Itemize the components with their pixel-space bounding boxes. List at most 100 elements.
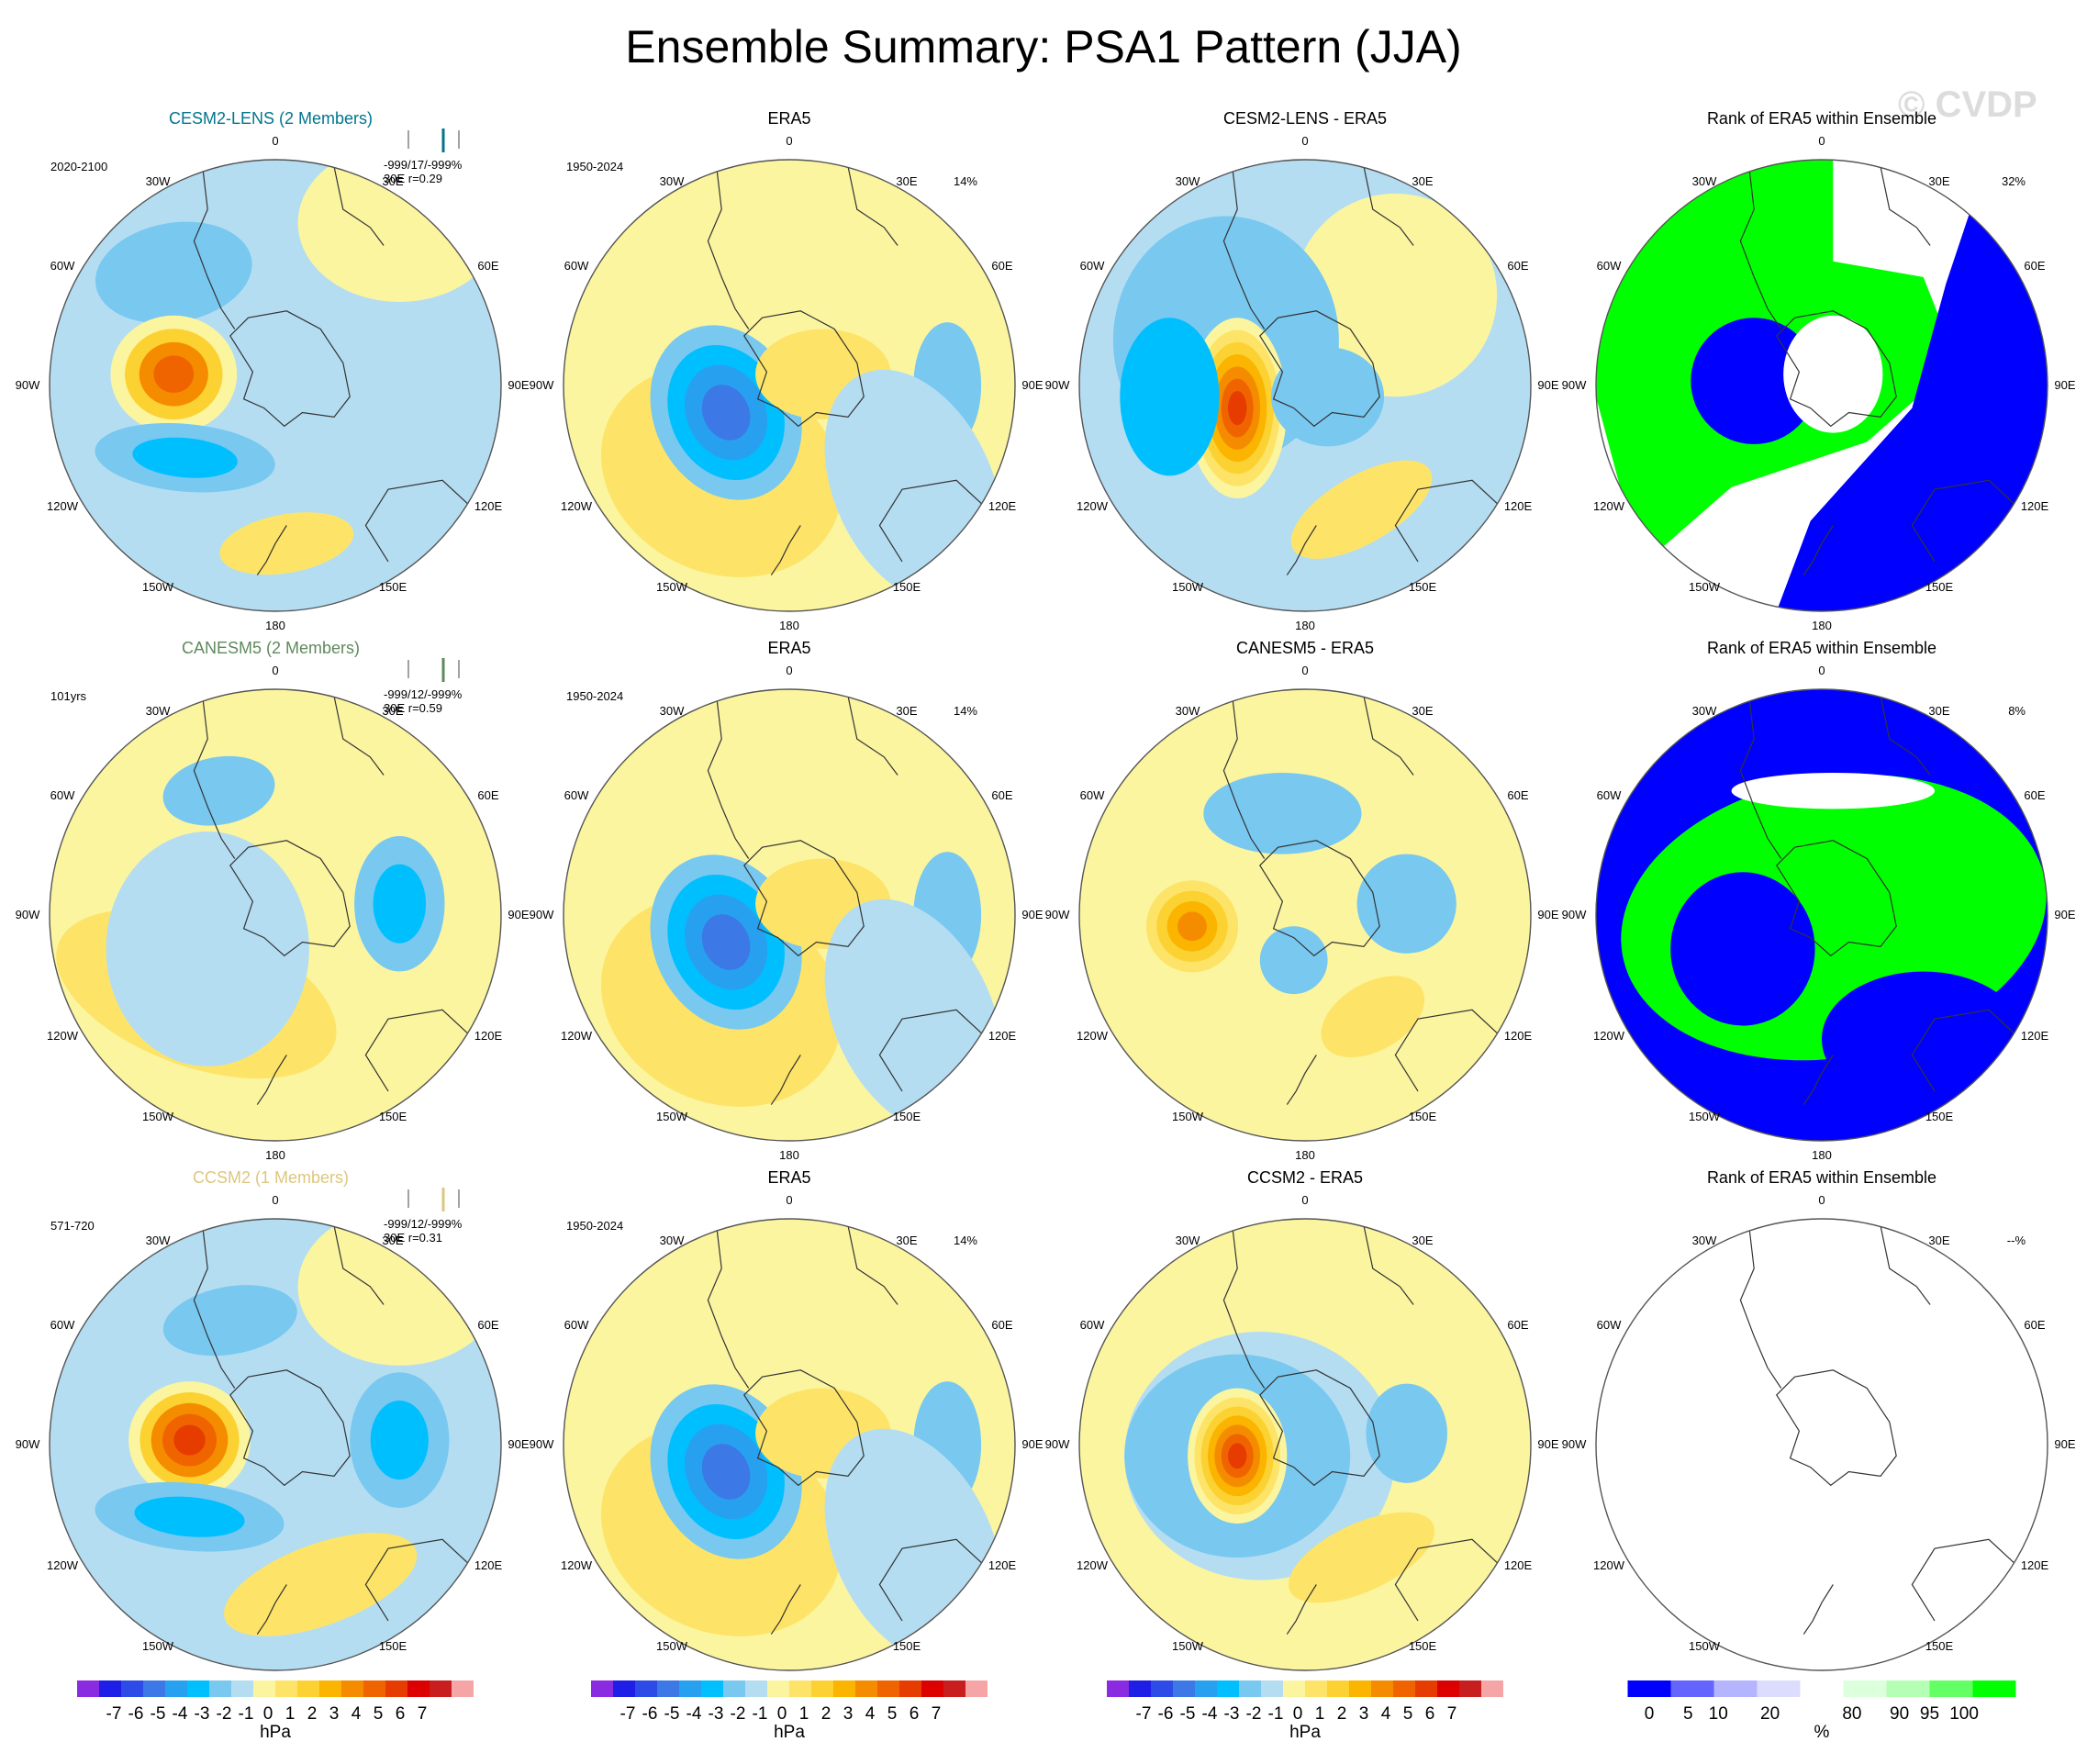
lon-label: 30E bbox=[896, 704, 917, 718]
colorbar-unit: hPa bbox=[1289, 1723, 1321, 1742]
colorbar-tick: 20 bbox=[1760, 1704, 1780, 1724]
colorbar-swatch bbox=[943, 1680, 965, 1697]
obs-title: ERA5 bbox=[767, 639, 810, 657]
colorbar-tick: -1 bbox=[239, 1704, 254, 1724]
cvdp-watermark: © CVDP bbox=[1898, 84, 2037, 125]
colorbar-tick: 6 bbox=[910, 1704, 920, 1724]
colorbar-swatch bbox=[723, 1680, 745, 1697]
model-correlation: 30E r=0.29 bbox=[384, 172, 442, 185]
lon-label: 30W bbox=[660, 1234, 685, 1247]
rank-background bbox=[1596, 1219, 2048, 1670]
colorbar-tick: 0 bbox=[263, 1704, 273, 1724]
colorbar-swatch bbox=[745, 1680, 767, 1697]
contour-band bbox=[1290, 460, 1433, 559]
colorbar-swatch bbox=[121, 1680, 143, 1697]
map-field bbox=[564, 689, 1015, 1141]
colorbar-swatch bbox=[1371, 1680, 1393, 1697]
lon-label: 150W bbox=[142, 580, 174, 594]
colorbar-tick: -5 bbox=[664, 1704, 680, 1724]
colorbar-swatch bbox=[1757, 1680, 1801, 1697]
lon-label: 60E bbox=[477, 1318, 498, 1332]
colorbar-swatch bbox=[1349, 1680, 1371, 1697]
coastline bbox=[1776, 1369, 1897, 1487]
coastline bbox=[1394, 1009, 1504, 1092]
lon-label: 0 bbox=[272, 134, 278, 148]
lon-label: 90E bbox=[1537, 378, 1558, 392]
lon-label: 90E bbox=[2054, 1437, 2075, 1451]
coastline bbox=[878, 479, 988, 563]
colorbar-swatch bbox=[1151, 1680, 1173, 1697]
obs-title: ERA5 bbox=[767, 109, 810, 128]
lon-label: 180 bbox=[265, 1148, 285, 1162]
lon-label: 90W bbox=[16, 378, 40, 392]
lon-label: 150W bbox=[1689, 1639, 1721, 1653]
colorbar-swatch bbox=[1929, 1680, 1973, 1697]
lon-label: 60W bbox=[1080, 1318, 1105, 1332]
rank-region-white bbox=[1731, 773, 1935, 809]
colorbar-tick: 5 bbox=[887, 1704, 898, 1724]
lon-label: 0 bbox=[1818, 1193, 1825, 1207]
obs-pct-variance: 14% bbox=[954, 704, 977, 718]
colorbar-swatch bbox=[1627, 1680, 1671, 1697]
lon-label: 90E bbox=[1021, 1437, 1043, 1451]
lon-label: 150E bbox=[893, 1110, 921, 1123]
lon-label: 0 bbox=[272, 1193, 278, 1207]
colorbar-swatch bbox=[833, 1680, 855, 1697]
colorbar-swatch bbox=[1173, 1680, 1195, 1697]
colorbar-swatch bbox=[1670, 1680, 1714, 1697]
lon-label: 60E bbox=[991, 259, 1012, 273]
lon-label: 120E bbox=[2021, 1558, 2049, 1572]
colorbar-tick: -4 bbox=[1202, 1704, 1218, 1724]
colorbar-swatch bbox=[767, 1680, 789, 1697]
coastline bbox=[1259, 310, 1380, 428]
coastline bbox=[1880, 696, 1931, 776]
colorbar-swatch bbox=[297, 1680, 319, 1697]
lon-label: 120E bbox=[988, 1558, 1017, 1572]
lon-label: 30W bbox=[146, 704, 171, 718]
colorbar-swatch bbox=[1327, 1680, 1349, 1697]
contour-band bbox=[224, 1533, 418, 1636]
colorbar-swatch bbox=[1393, 1680, 1415, 1697]
lon-label: 30E bbox=[1412, 174, 1433, 188]
colorbar-tick: -6 bbox=[128, 1704, 144, 1724]
colorbar-swatch bbox=[452, 1680, 474, 1697]
colorbar-tick: 0 bbox=[777, 1704, 787, 1724]
colorbar-swatch bbox=[1481, 1680, 1503, 1697]
model-stats: -999/17/-999% bbox=[384, 158, 463, 172]
colorbar-tick: -4 bbox=[686, 1704, 702, 1724]
colorbar-tick: 1 bbox=[285, 1704, 296, 1724]
colorbar-swatch bbox=[635, 1680, 657, 1697]
lon-label: 150E bbox=[893, 580, 921, 594]
lon-label: 30E bbox=[1928, 174, 1949, 188]
coastline bbox=[193, 700, 236, 859]
colorbar-swatch bbox=[275, 1680, 297, 1697]
colorbar-swatch bbox=[591, 1680, 613, 1697]
lon-label: 60W bbox=[564, 788, 589, 802]
lon-label: 120W bbox=[1077, 1029, 1109, 1043]
lon-label: 60W bbox=[50, 259, 75, 273]
lon-label: 120W bbox=[561, 1029, 593, 1043]
lon-label: 90E bbox=[2054, 378, 2075, 392]
colorbar-tick: 1 bbox=[799, 1704, 809, 1724]
lon-label: 120W bbox=[1077, 499, 1109, 513]
colorbar-tick: 5 bbox=[1683, 1704, 1693, 1724]
contour-band bbox=[777, 1219, 982, 1389]
lon-label: 90E bbox=[1021, 378, 1043, 392]
lon-label: 150W bbox=[1172, 1110, 1204, 1123]
contour-band bbox=[1271, 347, 1385, 447]
lon-label: 90W bbox=[1045, 378, 1070, 392]
colorbar-swatch bbox=[209, 1680, 231, 1697]
lon-label: 0 bbox=[1301, 1193, 1308, 1207]
colorbar-swatch bbox=[855, 1680, 877, 1697]
coastline bbox=[229, 840, 351, 957]
colorbar-swatch bbox=[165, 1680, 187, 1697]
lon-label: 0 bbox=[1301, 134, 1308, 148]
lon-label: 120W bbox=[1077, 1558, 1109, 1572]
lon-label: 90E bbox=[508, 378, 529, 392]
colorbar-swatch bbox=[657, 1680, 679, 1697]
colorbar-swatch bbox=[679, 1680, 701, 1697]
contour-band bbox=[1366, 1383, 1447, 1483]
lon-label: 60E bbox=[477, 259, 498, 273]
lon-label: 30E bbox=[896, 1234, 917, 1247]
